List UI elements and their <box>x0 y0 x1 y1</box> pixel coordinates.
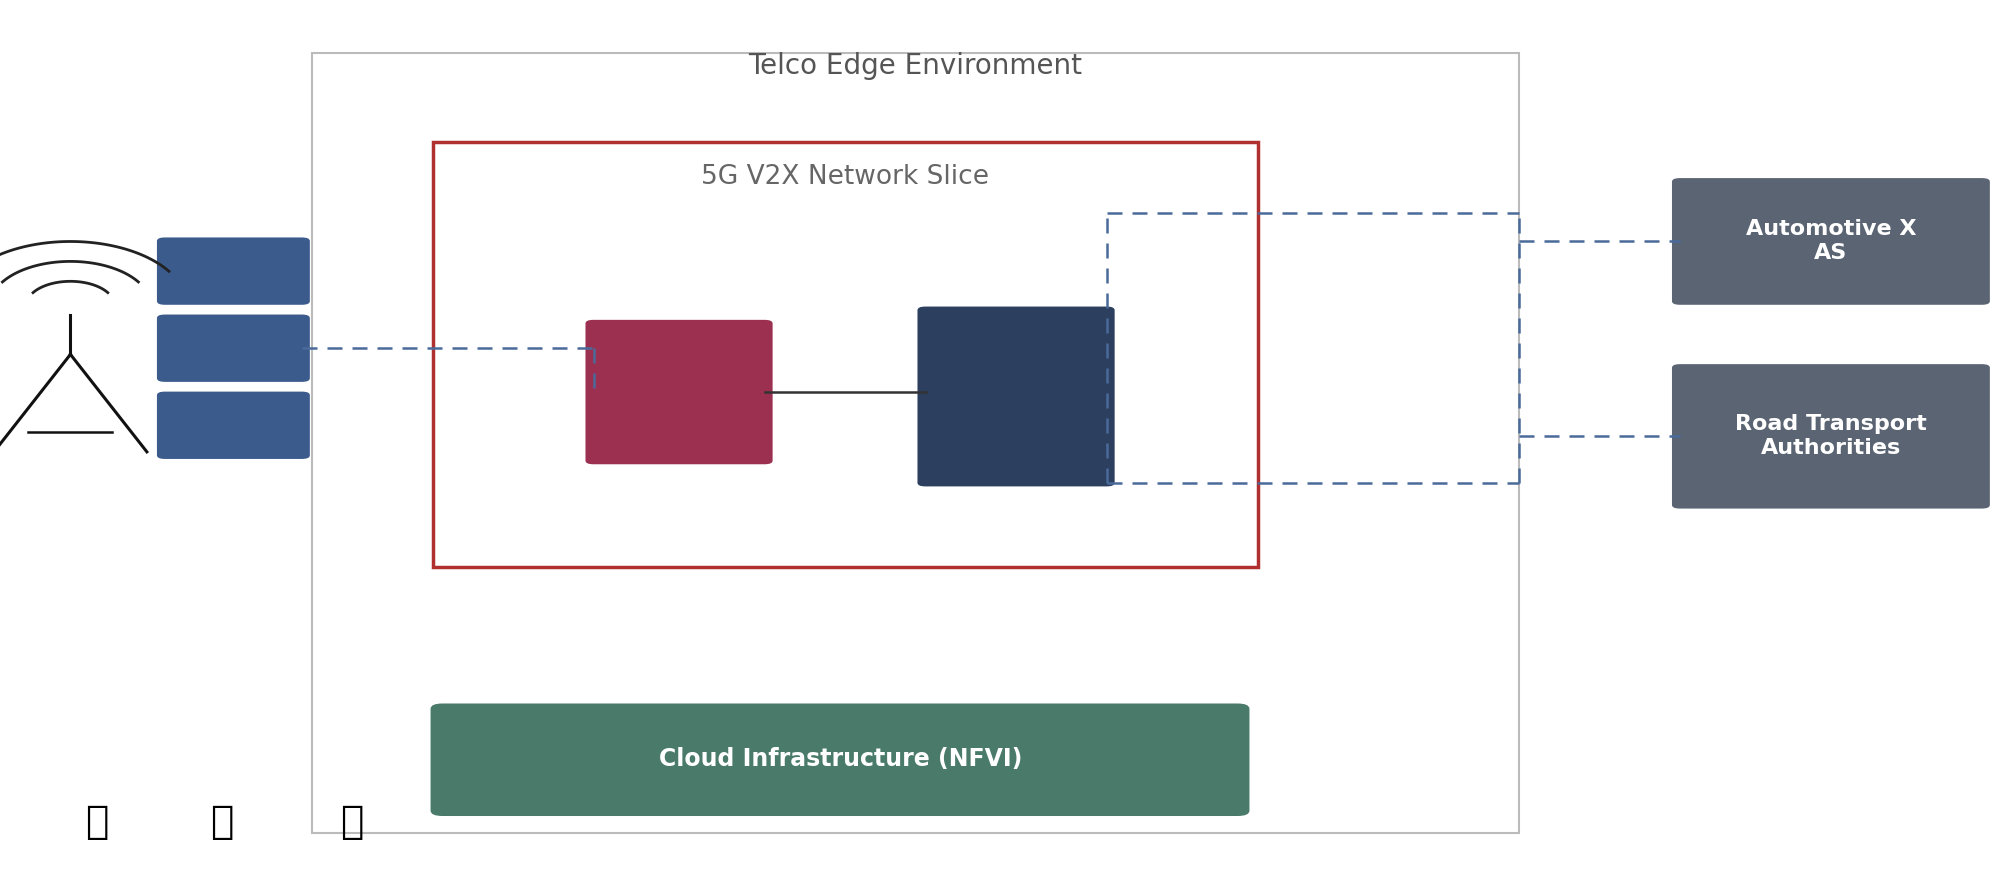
FancyBboxPatch shape <box>1672 364 1990 509</box>
Text: 5G V2X Network Slice: 5G V2X Network Slice <box>700 164 990 190</box>
FancyBboxPatch shape <box>431 703 1249 816</box>
FancyBboxPatch shape <box>157 315 310 382</box>
Text: Cloud Infrastructure (NFVI): Cloud Infrastructure (NFVI) <box>660 747 1022 772</box>
FancyBboxPatch shape <box>157 237 310 305</box>
Bar <box>433 142 1258 567</box>
Text: DU: DU <box>217 338 249 358</box>
Text: UPF: UPF <box>652 379 706 404</box>
Bar <box>312 53 1519 833</box>
Text: Automotive X
AS: Automotive X AS <box>1746 219 1915 263</box>
Text: 🏍: 🏍 <box>340 804 364 841</box>
FancyBboxPatch shape <box>917 307 1115 486</box>
Text: RU: RU <box>217 416 249 435</box>
FancyBboxPatch shape <box>157 392 310 459</box>
Text: V2X
AS: V2X AS <box>990 369 1042 424</box>
Text: CU: CU <box>219 261 247 281</box>
Text: 🚴: 🚴 <box>85 804 109 841</box>
Text: Telco Edge Environment: Telco Edge Environment <box>748 52 1082 81</box>
FancyBboxPatch shape <box>585 320 773 464</box>
Text: 🚗: 🚗 <box>209 804 233 841</box>
FancyBboxPatch shape <box>1672 178 1990 305</box>
Text: Road Transport
Authorities: Road Transport Authorities <box>1734 414 1927 458</box>
